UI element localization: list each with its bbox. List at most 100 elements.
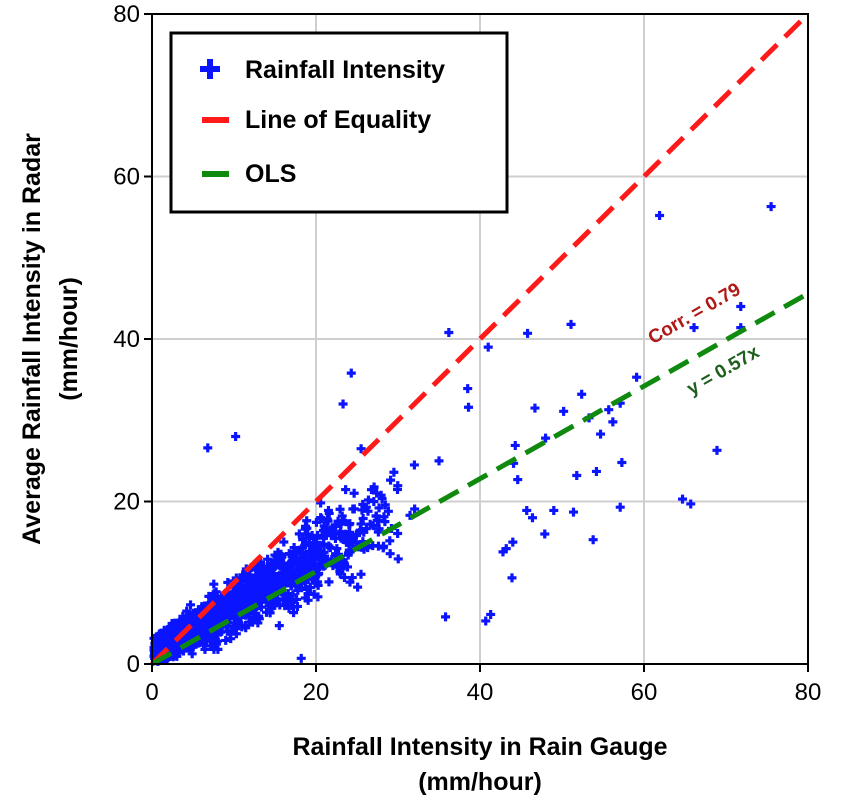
- scatter-point: [210, 607, 220, 617]
- scatter-point: [345, 577, 355, 587]
- scatter-point: [344, 520, 354, 530]
- scatter-point: [296, 553, 306, 563]
- scatter-point: [380, 500, 390, 510]
- scatter-point-outlier: [203, 443, 213, 453]
- scatter-point: [313, 562, 323, 572]
- legend-label-rainfall-intensity: Rainfall Intensity: [245, 56, 445, 84]
- scatter-point-outlier: [296, 653, 306, 663]
- scatter-point-outlier: [766, 202, 776, 212]
- scatter-point: [393, 528, 403, 538]
- scatter-point: [305, 583, 315, 593]
- scatter-point: [371, 511, 381, 521]
- scatter-point: [323, 516, 333, 526]
- scatter-point-outlier: [689, 323, 699, 333]
- scatter-point: [393, 481, 403, 491]
- scatter-point-outlier: [549, 505, 559, 515]
- scatter-point: [199, 634, 209, 644]
- scatter-point: [355, 528, 365, 538]
- scatter-point: [263, 554, 273, 564]
- scatter-point: [286, 574, 296, 584]
- legend-label-line-of-equality: Line of Equality: [245, 106, 431, 134]
- scatter-point: [183, 612, 193, 622]
- scatter-point: [241, 623, 251, 633]
- scatter-point: [225, 629, 235, 639]
- scatter-point: [308, 554, 318, 564]
- scatter-point-outlier: [572, 471, 582, 480]
- scatter-point-outlier: [338, 399, 348, 409]
- x-axis-title-units: (mm/hour): [418, 768, 542, 796]
- scatter-point: [297, 583, 307, 593]
- scatter-point: [231, 620, 241, 630]
- scatter-point: [161, 633, 171, 643]
- scatter-point: [372, 488, 382, 498]
- scatter-point-outlier: [389, 467, 399, 477]
- x-tick-label: 60: [631, 679, 658, 706]
- scatter-point: [254, 611, 264, 621]
- scatter-point: [151, 643, 161, 653]
- scatter-point: [339, 561, 349, 571]
- scatter-point: [187, 649, 197, 659]
- scatter-point: [206, 641, 216, 651]
- scatter-point: [315, 541, 325, 551]
- legend-plus-marker: [200, 59, 220, 79]
- scatter-point: [366, 485, 376, 495]
- scatter-point: [321, 531, 331, 541]
- scatter-point: [186, 600, 196, 610]
- scatter-point-outlier: [596, 429, 606, 439]
- reference-lines: [150, 12, 810, 667]
- scatter-point-outlier: [510, 440, 520, 450]
- scatter-point: [176, 621, 186, 631]
- scatter-point: [274, 621, 284, 631]
- scatter-point: [197, 602, 207, 612]
- scatter-point-outlier: [356, 444, 366, 454]
- scatter-point: [369, 497, 379, 507]
- scatter-point: [288, 590, 298, 600]
- y-tick-label: 0: [127, 651, 140, 678]
- scatter-point-outlier: [577, 389, 587, 399]
- scatter-point: [225, 600, 235, 610]
- x-tick-label: 40: [467, 679, 494, 706]
- scatter-point-outlier: [508, 537, 518, 547]
- scatter-point: [227, 609, 237, 619]
- scatter-point: [358, 513, 368, 523]
- scatter-point-outlier: [608, 417, 618, 427]
- scatter-point-outlier: [527, 513, 537, 523]
- scatter-point: [385, 536, 395, 546]
- scatter-point-outlier: [712, 445, 722, 455]
- x-tick-label: 20: [303, 679, 330, 706]
- scatter-point: [328, 523, 338, 533]
- x-tick-label: 80: [795, 679, 822, 706]
- scatter-point: [393, 554, 403, 564]
- scatter-point-outlier: [540, 529, 550, 539]
- scatter-point: [209, 579, 219, 589]
- scatter-point-outlier: [686, 499, 696, 509]
- scatter-point: [248, 595, 258, 605]
- scatter-point: [267, 583, 277, 593]
- y-tick-label: 40: [113, 326, 140, 353]
- scatter-point-outlier: [736, 302, 746, 311]
- scatter-point: [281, 564, 291, 574]
- scatter-point: [154, 629, 164, 639]
- scatter-point-outlier: [566, 319, 576, 329]
- scatter-point: [259, 583, 269, 593]
- scatter-point: [238, 591, 248, 601]
- scatter-point: [217, 597, 227, 607]
- scatter-point-outlier: [346, 368, 356, 378]
- scatter-point: [268, 601, 278, 611]
- x-axis-title: Rainfall Intensity in Rain Gauge: [292, 733, 667, 761]
- scatter-point-outlier: [615, 502, 625, 512]
- scatter-point: [325, 543, 335, 553]
- scatter-point: [349, 488, 359, 498]
- scatter-point: [204, 591, 214, 601]
- scatter-point: [256, 559, 266, 569]
- scatter-point-outlier: [541, 433, 551, 443]
- scatter-point: [278, 595, 288, 605]
- scatter-point: [289, 543, 299, 553]
- scatter-point: [279, 537, 289, 547]
- legend: Rainfall Intensity Line of Equality OLS: [169, 31, 509, 214]
- scatter-point: [250, 584, 260, 594]
- scatter-point-outlier: [441, 612, 451, 622]
- scatter-point: [410, 504, 420, 514]
- scatter-point-outlier: [464, 402, 474, 412]
- scatter-point-outlier: [530, 403, 540, 413]
